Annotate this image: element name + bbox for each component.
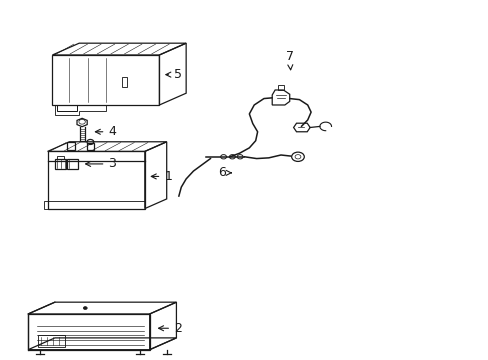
- Text: 1: 1: [151, 170, 172, 183]
- Text: 6: 6: [217, 166, 231, 179]
- Text: 5: 5: [165, 68, 182, 81]
- Circle shape: [83, 307, 87, 310]
- Text: 2: 2: [158, 322, 182, 335]
- Text: 7: 7: [285, 50, 293, 70]
- Text: 4: 4: [95, 125, 116, 138]
- Text: 3: 3: [85, 157, 116, 170]
